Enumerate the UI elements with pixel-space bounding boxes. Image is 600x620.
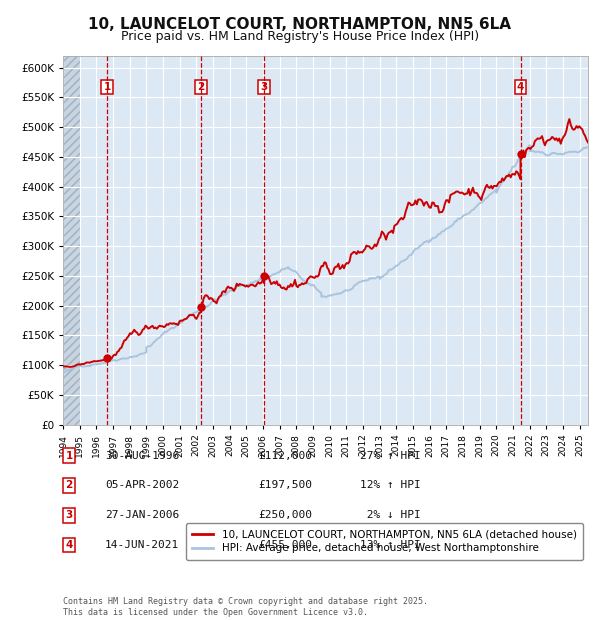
Text: 27-JAN-2006: 27-JAN-2006 — [105, 510, 179, 520]
Text: 14-JUN-2021: 14-JUN-2021 — [105, 540, 179, 550]
Text: 12% ↑ HPI: 12% ↑ HPI — [360, 480, 421, 490]
Legend: 10, LAUNCELOT COURT, NORTHAMPTON, NN5 6LA (detached house), HPI: Average price, : 10, LAUNCELOT COURT, NORTHAMPTON, NN5 6L… — [186, 523, 583, 560]
Text: £197,500: £197,500 — [258, 480, 312, 490]
Text: 30-AUG-1996: 30-AUG-1996 — [105, 451, 179, 461]
Text: £455,000: £455,000 — [258, 540, 312, 550]
Text: 4: 4 — [65, 540, 73, 550]
Text: 2: 2 — [197, 82, 204, 92]
Text: 27% ↑ HPI: 27% ↑ HPI — [360, 451, 421, 461]
Text: £112,000: £112,000 — [258, 451, 312, 461]
Text: 13% ↑ HPI: 13% ↑ HPI — [360, 540, 421, 550]
Text: 2% ↓ HPI: 2% ↓ HPI — [360, 510, 421, 520]
Text: 10, LAUNCELOT COURT, NORTHAMPTON, NN5 6LA: 10, LAUNCELOT COURT, NORTHAMPTON, NN5 6L… — [89, 17, 511, 32]
Text: £250,000: £250,000 — [258, 510, 312, 520]
Text: 4: 4 — [517, 82, 524, 92]
Text: 1: 1 — [104, 82, 111, 92]
Bar — [63, 56, 80, 425]
Text: Contains HM Land Registry data © Crown copyright and database right 2025.
This d: Contains HM Land Registry data © Crown c… — [63, 598, 428, 617]
Text: 05-APR-2002: 05-APR-2002 — [105, 480, 179, 490]
Text: 3: 3 — [65, 510, 73, 520]
Text: 1: 1 — [65, 451, 73, 461]
Text: 2: 2 — [65, 480, 73, 490]
Text: Price paid vs. HM Land Registry's House Price Index (HPI): Price paid vs. HM Land Registry's House … — [121, 30, 479, 43]
Text: 3: 3 — [260, 82, 268, 92]
